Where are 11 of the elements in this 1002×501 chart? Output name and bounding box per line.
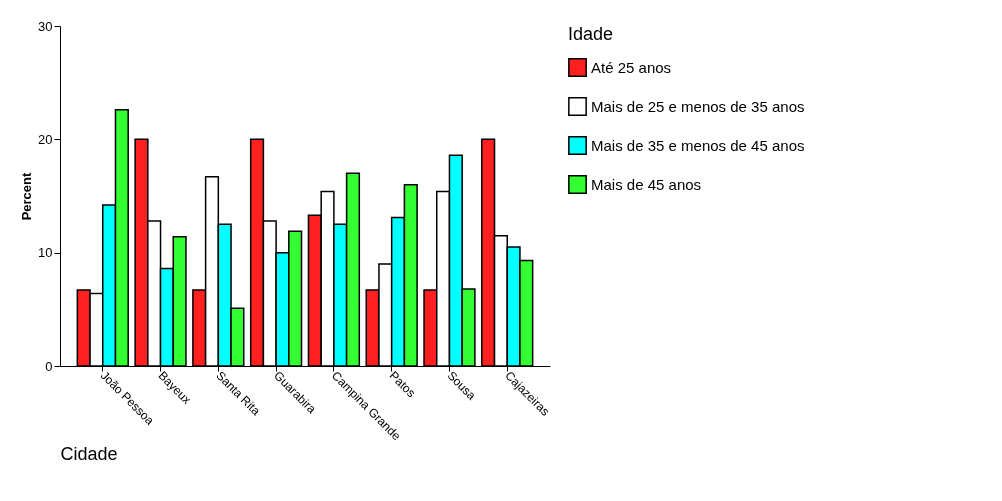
legend-title: Idade	[568, 24, 614, 44]
y-axis-title: Percent	[19, 171, 35, 221]
y-tick-label: 30	[38, 18, 53, 34]
y-tick-label: 0	[45, 358, 53, 374]
y-tick-label: 10	[38, 245, 53, 261]
y-tick-label: 20	[38, 131, 53, 147]
legend-label: Mais de 35 e menos de 45 anos	[591, 136, 805, 154]
legend-label: Mais de 45 anos	[591, 175, 702, 193]
legend-label: Mais de 25 e menos de 35 anos	[591, 97, 805, 115]
legend-label: Até 25 anos	[591, 58, 672, 76]
x-axis-title: Cidade	[60, 444, 118, 465]
